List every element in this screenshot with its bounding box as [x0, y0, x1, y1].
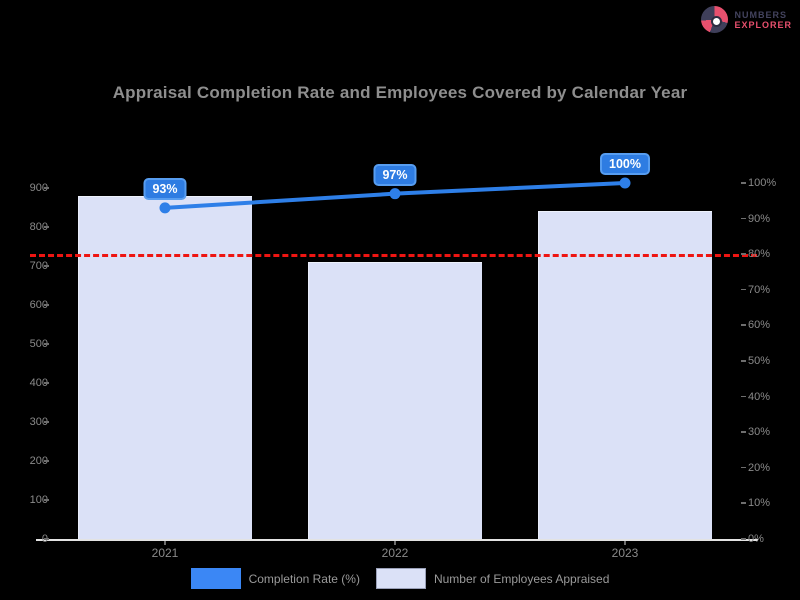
x-axis-label-2023: 2023 [611, 546, 639, 560]
legend-item-0: Completion Rate (%) [190, 568, 360, 589]
brand-line1: NUMBERS [734, 9, 787, 20]
chart-legend: Completion Rate (%) Number of Employees A… [0, 568, 800, 589]
line-marker [619, 177, 631, 189]
left-axis-tick: 900 [29, 182, 48, 194]
x-axis-line [36, 539, 758, 541]
threshold-line-80pct [30, 254, 757, 258]
right-axis-tick: 10% [748, 497, 771, 510]
x-axis-tick-mark [394, 541, 396, 545]
brand-logo: NUMBERS EXPLORER [701, 6, 792, 33]
right-axis-tick: 70% [748, 283, 771, 296]
right-axis-tick: 40% [748, 390, 771, 403]
right-axis-tick-mark [741, 431, 746, 433]
right-axis-tick: 20% [748, 461, 771, 474]
legend-item-1: Number of Employees Appraised [375, 568, 610, 589]
line-marker [159, 202, 171, 214]
bar-2023 [538, 210, 712, 540]
right-axis-tick: 50% [748, 355, 771, 367]
left-axis-tick: 300 [29, 416, 48, 428]
legend-swatch [375, 568, 426, 589]
left-axis-tick: 200 [29, 455, 48, 467]
right-axis-tick-mark [741, 324, 746, 326]
left-axis-tick-mark [44, 226, 49, 228]
right-axis-tick-mark [741, 360, 746, 362]
data-label-100%: 100% [600, 153, 650, 175]
brand-text: NUMBERS EXPLORER [734, 10, 792, 30]
line-marker [389, 188, 401, 200]
x-axis-label-2021: 2021 [151, 546, 179, 560]
left-axis-tick: 100 [29, 494, 48, 506]
left-axis-tick-mark [44, 265, 49, 267]
left-axis-tick-mark [44, 382, 49, 384]
left-axis-tick-mark [44, 499, 49, 501]
bar-2021 [78, 195, 252, 540]
right-axis-tick: 60% [748, 319, 771, 332]
bar-2022 [308, 262, 482, 540]
chart-title: Appraisal Completion Rate and Employees … [112, 83, 688, 102]
left-axis-tick-mark [44, 187, 49, 189]
right-axis-tick: 80% [748, 248, 771, 261]
right-axis-tick-mark [741, 538, 746, 540]
left-axis-tick-mark [44, 304, 49, 306]
x-axis-tick-mark [624, 541, 626, 545]
left-axis-tick-mark [44, 421, 49, 423]
right-axis-tick-mark [741, 466, 746, 469]
right-axis-tick: 30% [748, 426, 771, 439]
legend-label: Completion Rate (%) [248, 571, 360, 586]
right-axis-tick-mark [741, 217, 746, 220]
brand-line2: EXPLORER [734, 19, 792, 30]
right-axis-tick-mark [741, 182, 746, 184]
right-axis-tick-mark [741, 502, 746, 504]
left-axis-tick: 500 [29, 338, 48, 350]
right-axis-tick: 0% [748, 533, 764, 545]
pie-chart-logo-icon [701, 6, 729, 33]
data-label-97%: 97% [373, 163, 417, 186]
right-axis-tick: 100% [748, 177, 777, 189]
left-axis-tick-mark [44, 460, 49, 462]
left-axis-tick-mark [44, 343, 49, 345]
x-axis-tick-mark [164, 541, 166, 545]
right-axis-tick-mark [741, 288, 746, 291]
right-axis-tick-mark [741, 395, 746, 398]
left-axis-tick: 400 [29, 377, 48, 389]
left-axis-tick: 800 [29, 221, 48, 233]
left-axis-tick: 700 [29, 260, 48, 272]
left-axis-tick: 600 [29, 299, 48, 311]
legend-label: Number of Employees Appraised [433, 571, 610, 586]
legend-swatch [190, 568, 241, 589]
data-label-93%: 93% [143, 177, 187, 200]
left-axis-tick-mark [44, 538, 49, 540]
right-axis-tick: 90% [748, 212, 771, 225]
x-axis-label-2022: 2022 [381, 546, 409, 560]
right-axis-tick-mark [741, 253, 746, 255]
